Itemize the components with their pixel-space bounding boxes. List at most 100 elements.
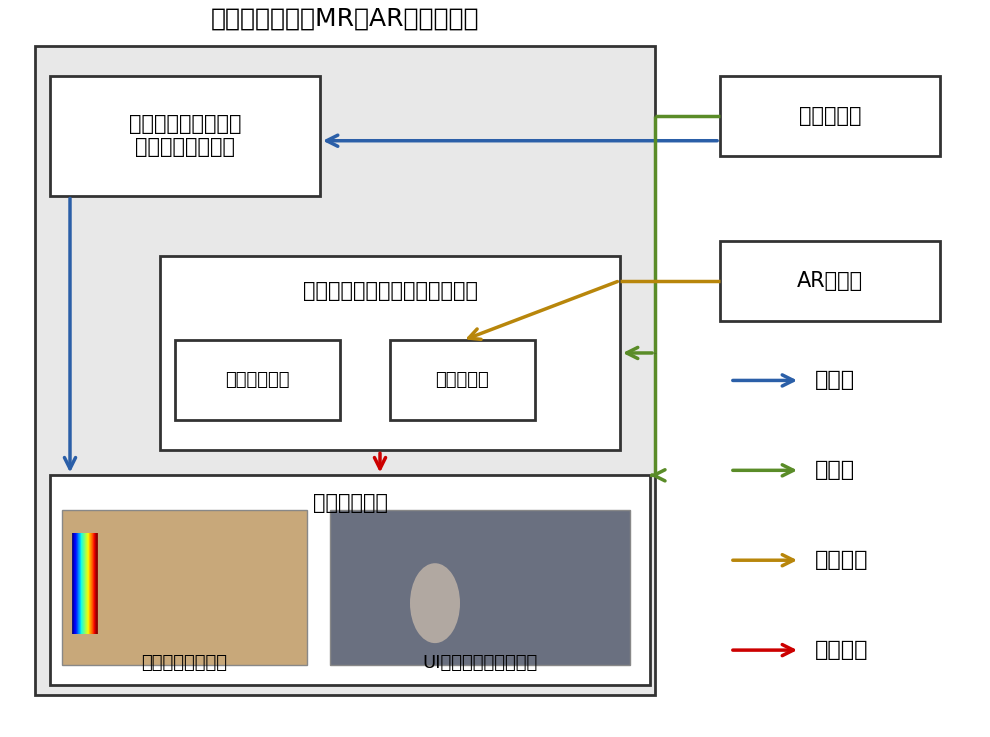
Text: 空間形状認識: 空間形状認識 bbox=[226, 371, 290, 389]
Bar bbox=[84, 534, 86, 634]
Bar bbox=[86, 534, 88, 634]
Bar bbox=[95, 534, 97, 634]
Bar bbox=[80, 534, 82, 634]
Bar bbox=[78, 534, 80, 634]
Bar bbox=[89, 534, 91, 634]
Bar bbox=[74, 534, 76, 634]
Bar bbox=[175, 340, 340, 420]
Text: ディスプレイ: ディスプレイ bbox=[313, 493, 387, 513]
Bar bbox=[50, 76, 320, 195]
Text: カラーマップ投影: カラーマップ投影 bbox=[142, 654, 228, 672]
Bar bbox=[75, 534, 77, 634]
Text: マーカ認識: マーカ認識 bbox=[436, 371, 489, 389]
Text: バイナリデータから
カラーマップ作成: バイナリデータから カラーマップ作成 bbox=[129, 114, 242, 157]
Text: ARマーカ: ARマーカ bbox=[797, 270, 863, 290]
Bar bbox=[76, 534, 78, 634]
Bar bbox=[86, 534, 88, 634]
Bar bbox=[92, 534, 93, 634]
Bar bbox=[330, 510, 630, 665]
Bar bbox=[81, 534, 83, 634]
Bar bbox=[76, 534, 78, 634]
Bar bbox=[75, 534, 77, 634]
Bar bbox=[80, 534, 82, 634]
Bar bbox=[94, 534, 96, 634]
Bar bbox=[73, 534, 75, 634]
Bar bbox=[78, 534, 79, 634]
Bar bbox=[94, 534, 96, 634]
Bar bbox=[83, 534, 84, 634]
Bar bbox=[79, 534, 81, 634]
Bar bbox=[91, 534, 93, 634]
Bar bbox=[88, 534, 90, 634]
Bar bbox=[88, 534, 90, 634]
Bar bbox=[75, 534, 77, 634]
Bar bbox=[77, 534, 79, 634]
Bar bbox=[84, 534, 86, 634]
Bar bbox=[50, 475, 650, 685]
Bar bbox=[85, 534, 87, 634]
Bar bbox=[82, 534, 84, 634]
Bar bbox=[87, 534, 89, 634]
Bar bbox=[91, 534, 92, 634]
Bar bbox=[87, 534, 88, 634]
Text: UI表示による設定変更: UI表示による設定変更 bbox=[423, 654, 538, 672]
Bar bbox=[75, 534, 76, 634]
Bar bbox=[96, 534, 98, 634]
Bar bbox=[79, 534, 81, 634]
Text: 画像認識: 画像認識 bbox=[815, 551, 868, 570]
Bar bbox=[92, 534, 94, 634]
Bar bbox=[72, 534, 74, 634]
Bar bbox=[720, 76, 940, 156]
Bar bbox=[81, 534, 83, 634]
Text: デバイスに搭載されたセンサー: デバイスに搭載されたセンサー bbox=[303, 281, 477, 301]
Bar bbox=[95, 534, 96, 634]
Bar bbox=[90, 534, 92, 634]
Bar bbox=[96, 534, 98, 634]
Bar bbox=[79, 534, 81, 634]
Bar bbox=[88, 534, 89, 634]
Text: 音情報: 音情報 bbox=[815, 371, 855, 391]
Bar bbox=[93, 534, 95, 634]
Text: 計測処理部: 計測処理部 bbox=[799, 106, 861, 126]
Bar bbox=[77, 534, 79, 634]
Bar bbox=[94, 534, 96, 634]
Bar bbox=[390, 340, 535, 420]
Bar bbox=[83, 534, 85, 634]
Bar bbox=[90, 534, 92, 634]
Bar bbox=[86, 534, 88, 634]
Bar bbox=[72, 534, 74, 634]
Bar bbox=[76, 534, 78, 634]
Bar bbox=[90, 534, 92, 634]
Text: 設定値: 設定値 bbox=[815, 461, 855, 481]
Bar bbox=[720, 240, 940, 321]
Bar bbox=[72, 534, 74, 634]
Bar bbox=[93, 534, 95, 634]
Bar bbox=[95, 534, 97, 634]
Bar bbox=[93, 534, 95, 634]
Bar bbox=[82, 534, 83, 634]
Bar bbox=[160, 256, 620, 450]
Bar bbox=[85, 534, 87, 634]
Bar bbox=[82, 534, 84, 634]
Text: 可視化処理部（MR・ARデバイス）: 可視化処理部（MR・ARデバイス） bbox=[211, 7, 479, 31]
Bar bbox=[91, 534, 93, 634]
Bar bbox=[77, 534, 79, 634]
Bar bbox=[74, 534, 75, 634]
Bar bbox=[35, 46, 655, 695]
Bar bbox=[89, 534, 91, 634]
Bar bbox=[84, 534, 86, 634]
Bar bbox=[83, 534, 85, 634]
Bar bbox=[62, 510, 307, 665]
Text: 形状情報: 形状情報 bbox=[815, 640, 868, 660]
Bar bbox=[73, 534, 75, 634]
Bar bbox=[73, 534, 75, 634]
Bar bbox=[81, 534, 83, 634]
Bar bbox=[78, 534, 80, 634]
Bar bbox=[92, 534, 94, 634]
Bar bbox=[96, 534, 97, 634]
Bar bbox=[88, 534, 90, 634]
Bar bbox=[79, 534, 80, 634]
Bar bbox=[85, 534, 87, 634]
Bar bbox=[87, 534, 89, 634]
Ellipse shape bbox=[410, 563, 460, 643]
